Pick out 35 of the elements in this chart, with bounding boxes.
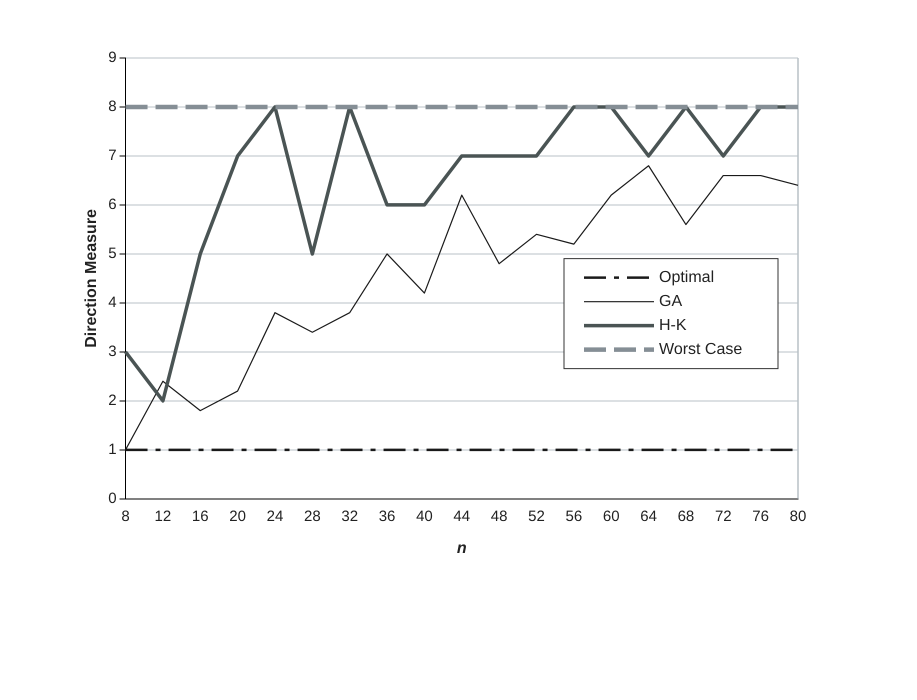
x-tick-label: 20 [229,508,246,525]
y-tick-label: 9 [108,49,117,66]
x-tick-label: 8 [121,508,130,525]
x-tick-label: 60 [602,508,620,525]
x-axis-title: n [456,540,467,557]
x-tick-label: 32 [341,508,358,525]
legend-label: Optimal [659,269,714,286]
legend-label: Worst Case [659,341,742,358]
x-tick-label: 72 [714,508,732,525]
y-tick-label: 7 [108,147,117,164]
x-tick-label: 36 [378,508,396,525]
legend-label: H-K [659,317,687,334]
y-axis-title: Direction Measure [83,208,100,348]
x-tick-label: 28 [304,508,321,525]
x-tick-label: 52 [528,508,545,525]
y-tick-label: 6 [108,196,117,214]
y-tick-label: 5 [108,245,117,262]
x-tick-label: 16 [192,508,209,525]
x-tick-label: 48 [490,508,508,525]
x-tick-label: 64 [640,508,657,525]
y-tick-label: 0 [108,490,117,507]
y-tick-label: 2 [108,392,117,409]
x-tick-label: 40 [416,508,433,525]
y-tick-label: 8 [108,98,117,116]
y-tick-label: 3 [108,343,117,360]
y-tick-label: 1 [108,440,117,458]
legend-label: GA [659,293,682,310]
x-tick-label: 12 [154,508,172,525]
x-tick-label: 24 [266,508,284,525]
y-tick-label: 4 [108,294,117,312]
x-tick-label: 76 [752,508,769,525]
x-tick-label: 44 [453,508,470,525]
x-tick-label: 56 [566,508,582,525]
x-tick-label: 80 [790,508,806,525]
x-tick-label: 68 [678,508,694,525]
